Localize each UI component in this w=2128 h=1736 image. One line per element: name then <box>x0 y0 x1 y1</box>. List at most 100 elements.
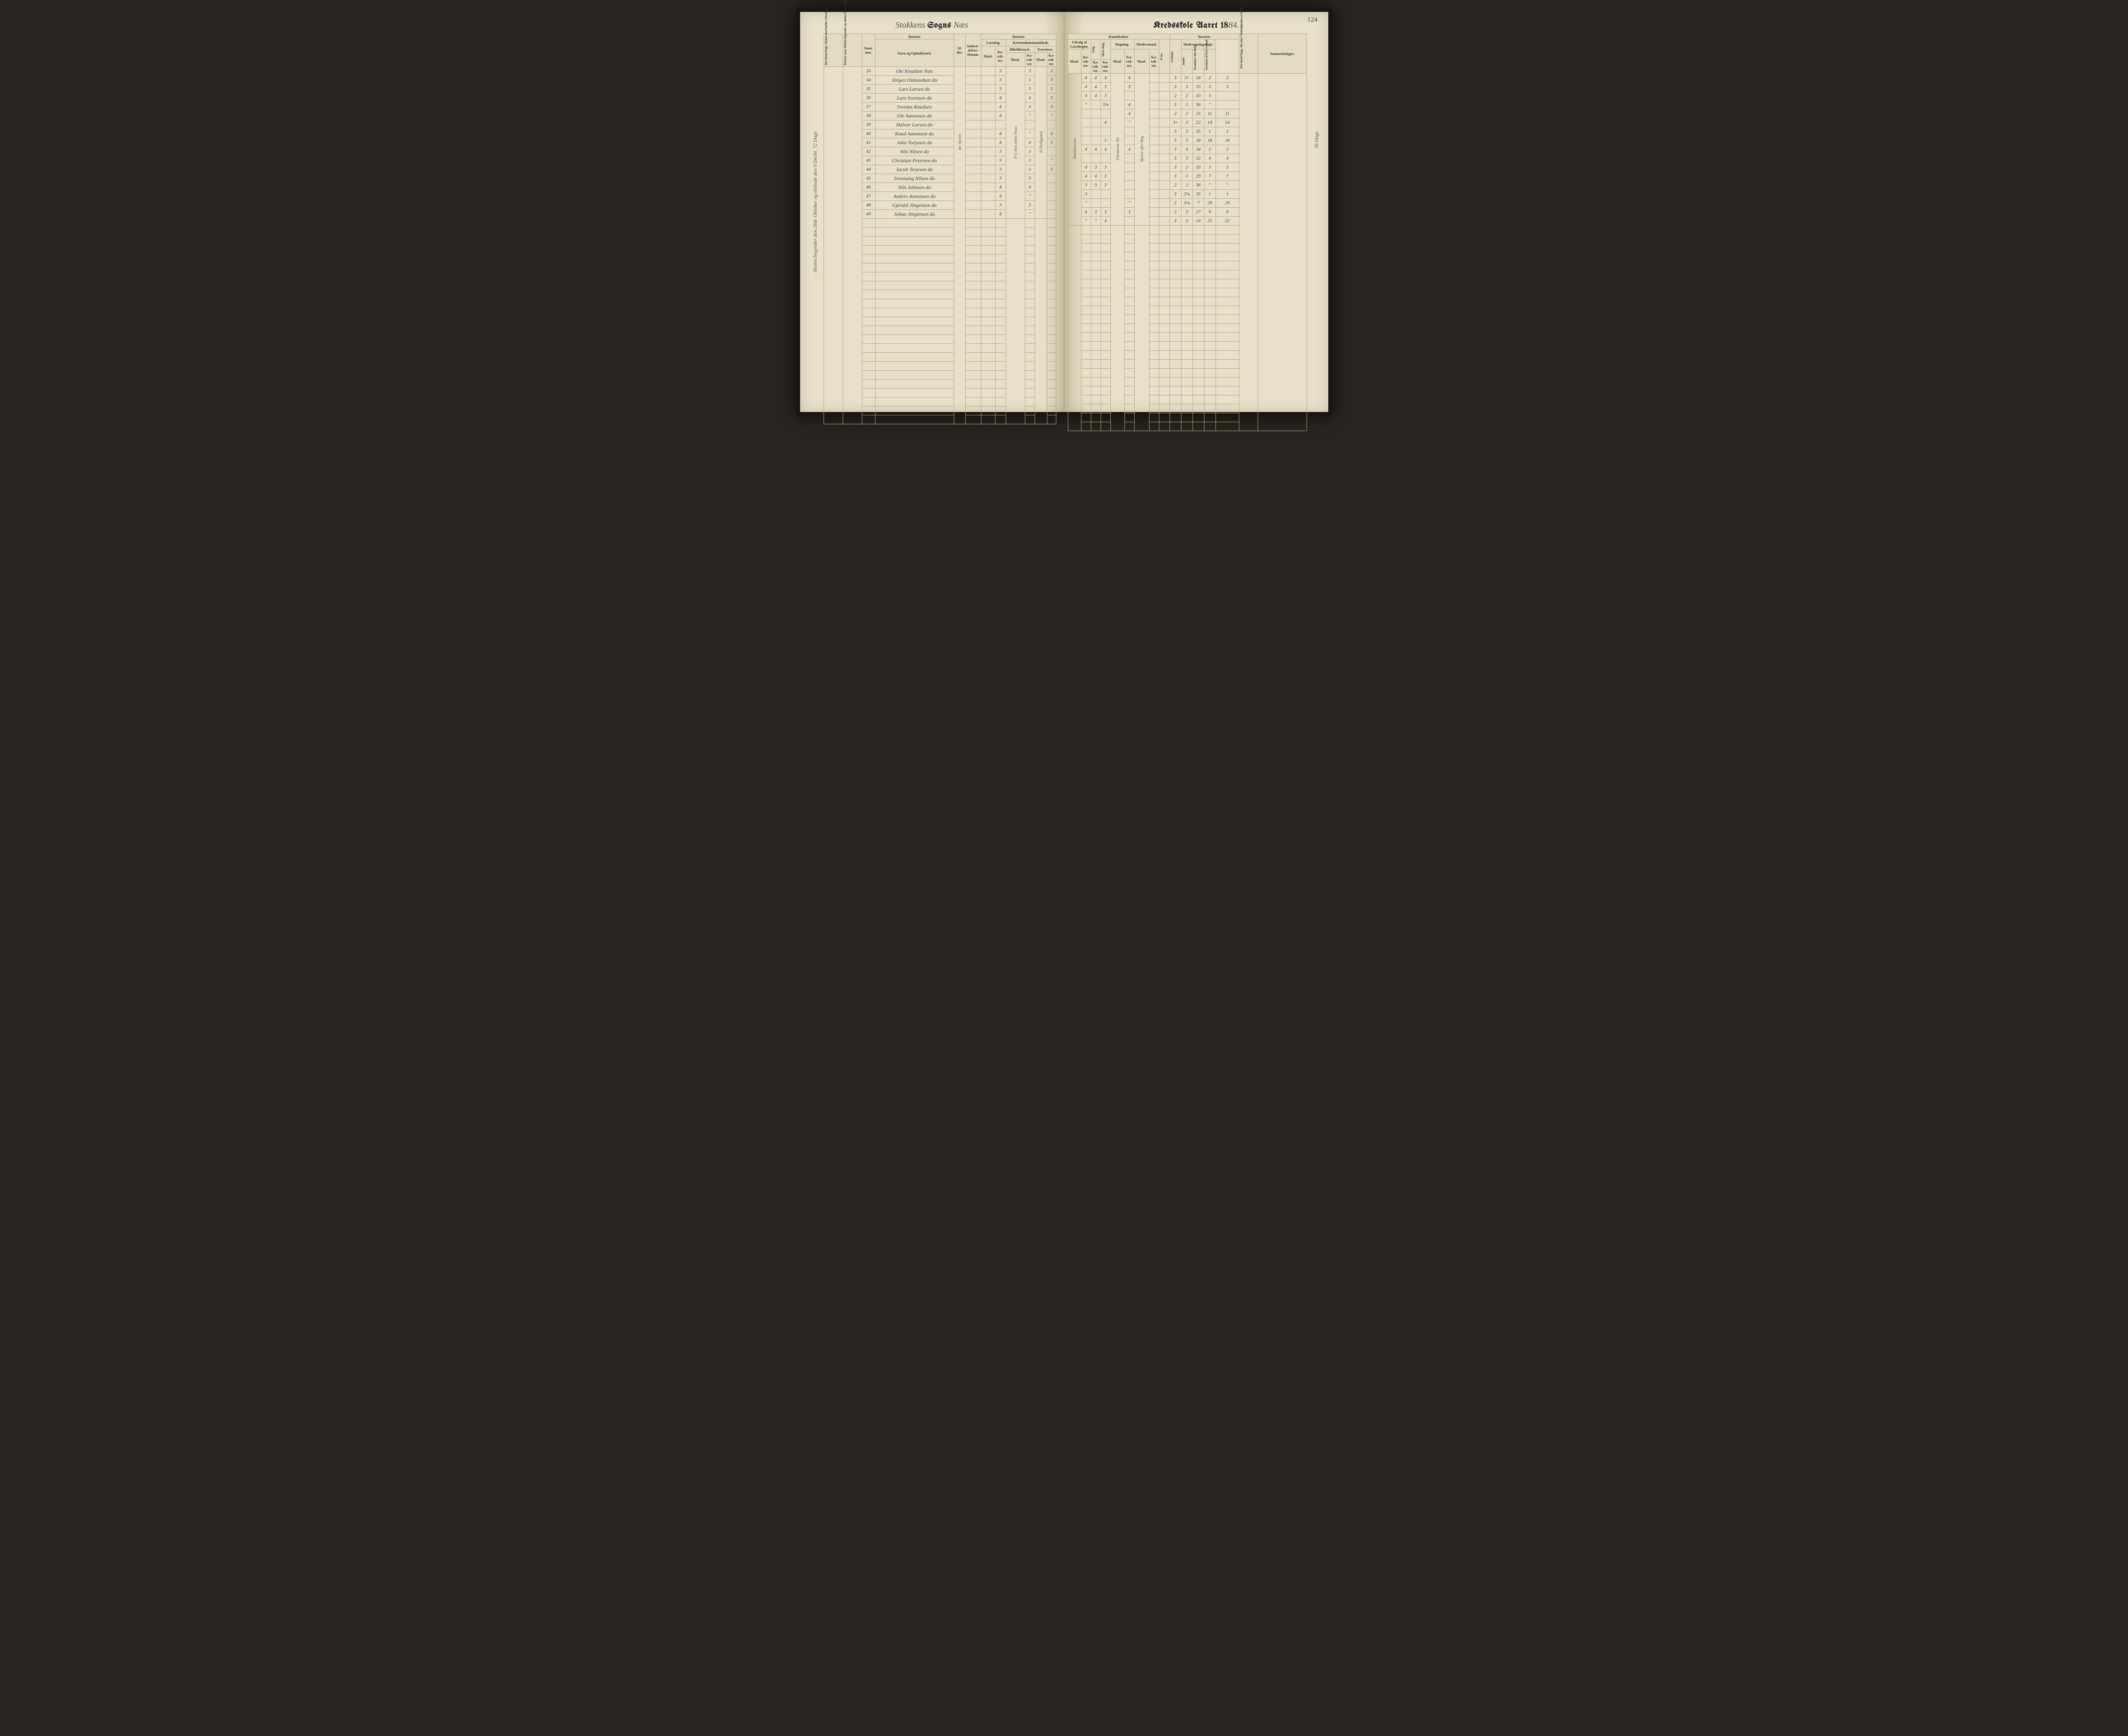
h-bibel: Bibelhistorie. <box>1006 46 1035 53</box>
cell-md <box>1193 279 1204 288</box>
row-number <box>862 246 875 255</box>
cell-l <box>995 335 1006 344</box>
cell-re <box>1124 154 1134 163</box>
parish-name: Stokkens <box>895 20 925 30</box>
cell-fo: 3 <box>1181 118 1193 127</box>
cell-fh: 7 <box>1204 172 1216 181</box>
student-name: Christian Petersen do <box>875 156 954 165</box>
cell-fh: 3 <box>1204 163 1216 172</box>
cell-uk <box>1091 369 1101 378</box>
cell-fh: 9 <box>1204 208 1216 217</box>
cell-um <box>1081 378 1091 386</box>
cell-fo: 3¼ <box>1181 199 1193 208</box>
cell-fh <box>1204 422 1216 431</box>
cell-b <box>1025 344 1035 353</box>
cell-um <box>1081 404 1091 413</box>
cell-uk <box>1091 386 1101 395</box>
cell-fl: 2 <box>1216 74 1239 83</box>
cell-md <box>1193 226 1204 235</box>
cell-fo <box>1181 404 1193 413</box>
student-name <box>875 371 954 380</box>
h-b-kar: Ka-rak-ter. <box>1025 53 1035 67</box>
cell-b <box>1025 255 1035 263</box>
cell-b <box>1025 398 1035 406</box>
cell-fo <box>1181 315 1193 324</box>
cell-b: 4 <box>1025 103 1035 112</box>
cell-fl <box>1216 252 1239 261</box>
cell-md: 18 <box>1193 136 1204 145</box>
h-navn: Navn og Opholdssted. <box>875 40 954 67</box>
sogns-label: Sogns <box>927 21 951 30</box>
cell-l: 3 <box>995 174 1006 183</box>
cell-re <box>1124 315 1134 324</box>
cell-fo <box>1181 386 1193 395</box>
cell-l <box>995 389 1006 398</box>
right-page: 124 36 Dage Kredsskole Aaret 1884. Kunds… <box>1064 12 1328 412</box>
cell-fh <box>1204 243 1216 252</box>
cell-sa <box>1101 324 1110 333</box>
cell-b: 3 <box>1025 201 1035 210</box>
h-skolesog: Skolesøgningsdage. <box>1181 40 1216 49</box>
cell-sa: 3 <box>1101 163 1110 172</box>
cell-fl: 1 <box>1216 190 1239 199</box>
cell-uk: 3 <box>1091 181 1101 190</box>
cell-re <box>1124 404 1134 413</box>
cell-um <box>1081 315 1091 324</box>
cell-ev: 3 <box>1170 74 1181 83</box>
cell-fl: 22 <box>1216 217 1239 226</box>
cell-fo <box>1181 306 1193 315</box>
h-l-maal: Maal. <box>981 46 995 67</box>
cell-t <box>1047 210 1056 219</box>
cell-sa <box>1101 270 1110 279</box>
cell-fh: 3 <box>1204 83 1216 92</box>
cell-ev <box>1170 369 1181 378</box>
cell-fl: 18 <box>1216 136 1239 145</box>
cell-uk <box>1091 297 1101 306</box>
cell-ev: 3 <box>1170 100 1181 109</box>
student-name <box>875 308 954 317</box>
row-number: 36 <box>862 94 875 103</box>
row-number: 37 <box>862 103 875 112</box>
cell-t <box>1047 380 1056 389</box>
row-number <box>862 362 875 371</box>
student-name <box>875 255 954 263</box>
student-name: Nils Nilsen do <box>875 147 954 156</box>
cell-re: 3 <box>1124 83 1134 92</box>
cell-b: 3 <box>1025 174 1035 183</box>
cell-uk <box>1091 100 1101 109</box>
cell-md: 7 <box>1193 199 1204 208</box>
cell-re <box>1124 297 1134 306</box>
cell-re <box>1124 333 1134 342</box>
cell-b <box>1025 120 1035 129</box>
cell-b: 4 <box>1025 94 1035 103</box>
cell-ev <box>1170 395 1181 404</box>
cell-sa <box>1101 279 1110 288</box>
cell-l <box>995 290 1006 299</box>
cell-fo <box>1181 288 1193 297</box>
h-modersmaal: Modersmaal. <box>1134 40 1159 49</box>
cell-fo: 3 <box>1181 217 1193 226</box>
cell-uk <box>1091 109 1101 118</box>
student-name: Jacob Terjesen do <box>875 165 954 174</box>
cell-um: 3 <box>1081 190 1091 199</box>
left-table-wrap: Det Antal Dage, Skolen skal holdes i Kre… <box>800 34 1064 424</box>
cell-t <box>1047 398 1056 406</box>
cell-fl <box>1216 235 1239 243</box>
h-r-maal: Maal. <box>1110 49 1124 74</box>
cell-um <box>1081 342 1091 351</box>
student-name <box>875 228 954 237</box>
cell-ev: 2 <box>1170 109 1181 118</box>
cell-b: 3 <box>1025 85 1035 94</box>
cell-fh <box>1204 378 1216 386</box>
student-name: Halvor Larsen do <box>875 120 954 129</box>
cell-b <box>1025 317 1035 326</box>
cell-l: 4 <box>995 192 1006 201</box>
cell-um <box>1081 288 1091 297</box>
cell-b <box>1025 272 1035 281</box>
cell-md: 34 <box>1193 74 1204 83</box>
cell-re <box>1124 395 1134 404</box>
cell-sa <box>1101 422 1110 431</box>
right-margin-note: 36 Dage <box>1313 131 1320 149</box>
cell-l: 4 <box>995 94 1006 103</box>
row-number <box>862 371 875 380</box>
